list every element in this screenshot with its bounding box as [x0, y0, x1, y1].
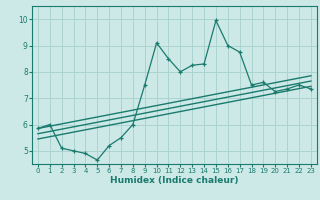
- X-axis label: Humidex (Indice chaleur): Humidex (Indice chaleur): [110, 176, 239, 185]
